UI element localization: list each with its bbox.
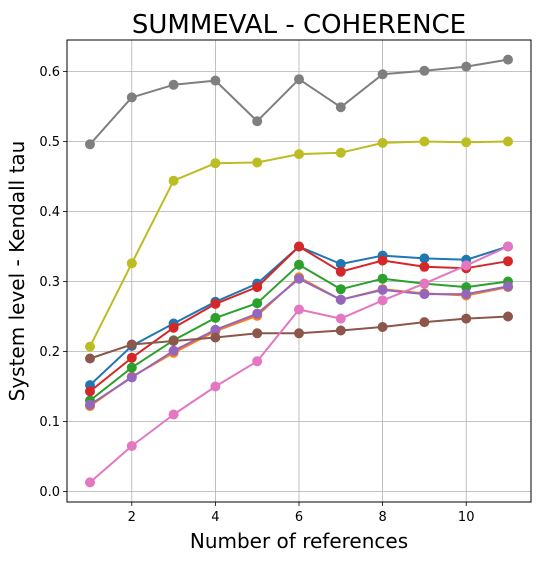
data-point [335,284,346,295]
data-point [335,294,346,305]
data-point [419,253,430,264]
y-tick-label: 0.1 [39,415,60,430]
data-point [126,258,137,269]
data-point [419,136,430,147]
y-tick-label: 0.3 [39,275,60,290]
series-4 [84,241,514,397]
x-axis-label: Number of references [190,529,408,553]
data-point [168,79,179,90]
data-point [126,352,137,363]
data-point [377,273,388,284]
data-point [503,281,514,292]
ticks: 2 4 6 8 10 0.0 0.1 0.2 0.3 0.4 0.5 0.6 [39,65,474,525]
data-point [210,381,221,392]
series-layer [84,54,514,488]
y-tick-label: 0.5 [39,135,60,150]
data-point [335,102,346,113]
data-point [294,273,304,284]
data-point [377,322,388,332]
data-point [461,137,472,148]
data-point [252,298,263,309]
data-point [419,289,430,300]
data-point [168,336,179,346]
data-point [252,356,263,367]
y-tick-label: 0.4 [39,205,60,220]
data-point [84,341,95,352]
x-tick-label: 6 [295,510,303,525]
data-point [335,147,346,158]
data-point [294,328,304,339]
data-point [377,69,388,80]
data-point [252,282,263,293]
data-point [335,313,346,324]
data-point [294,74,304,85]
data-point [377,284,388,295]
data-point [126,339,137,350]
data-point [294,304,304,315]
data-point [503,54,514,65]
data-point [84,399,95,410]
data-point [419,317,430,328]
data-point [461,260,472,271]
data-point [503,256,514,267]
data-point [503,311,514,322]
data-point [168,409,179,420]
series-8 [84,54,514,150]
x-tick-label: 2 [128,510,136,525]
series-6 [84,311,514,364]
data-point [294,241,304,252]
data-point [377,137,388,148]
data-point [210,75,221,86]
data-point [84,386,95,397]
y-tick-label: 0.6 [39,65,60,80]
data-point [419,278,430,289]
data-point [252,157,263,168]
data-point [503,136,514,147]
data-point [377,255,388,266]
data-point [461,282,472,293]
data-point [84,477,95,488]
data-point [126,92,137,103]
data-point [210,324,221,335]
data-point [84,353,95,364]
data-point [419,65,430,76]
series-7 [84,241,514,488]
data-point [294,149,304,160]
data-point [210,312,221,323]
data-point [252,116,263,127]
y-tick-label: 0.0 [39,485,60,500]
data-point [168,175,179,186]
data-point [126,362,137,373]
data-point [210,332,221,343]
data-point [126,441,137,451]
data-point [461,289,472,300]
data-point [84,139,95,150]
series-9 [84,136,514,352]
data-point [210,298,221,309]
y-axis-label: System level - Kendall tau [5,141,29,402]
data-point [461,313,472,324]
data-point [252,328,263,339]
data-point [294,259,304,270]
series-5 [84,273,514,410]
x-tick-label: 4 [211,510,219,525]
chart-title: SUMMEVAL - COHERENCE [132,10,466,40]
x-tick-label: 8 [378,510,386,525]
data-point [252,308,263,319]
x-tick-label: 10 [458,510,475,525]
data-point [335,259,346,269]
data-point [335,325,346,336]
data-point [377,295,388,306]
data-point [419,261,430,272]
data-point [335,266,346,277]
data-point [126,372,137,383]
data-point [168,322,179,333]
data-point [168,345,179,356]
data-point [210,158,221,169]
y-tick-label: 0.2 [39,345,60,360]
data-point [503,241,514,252]
data-point [461,61,472,72]
